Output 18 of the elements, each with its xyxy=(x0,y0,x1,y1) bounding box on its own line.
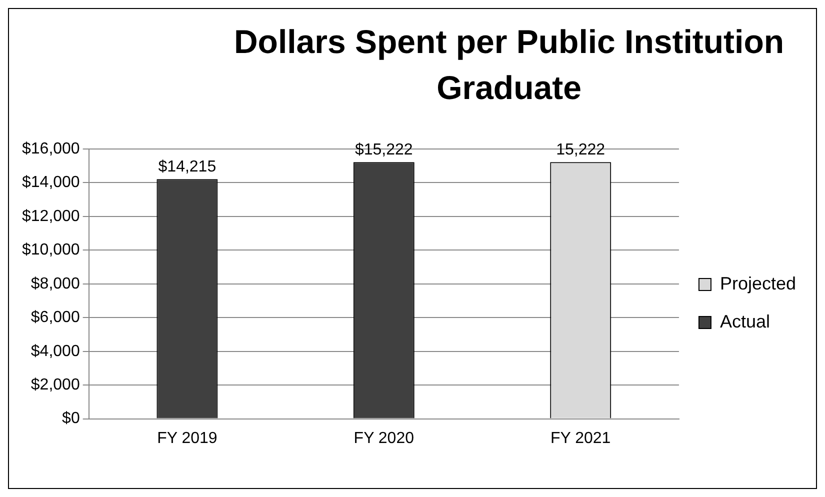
y-tick-label: $4,000 xyxy=(30,342,80,360)
y-tick-label: $14,000 xyxy=(22,174,80,192)
y-tick-label: $12,000 xyxy=(22,208,80,225)
y-tick-label: $8,000 xyxy=(30,275,80,292)
chart-title: Dollars Spent per Public Institution Graduate xyxy=(232,22,786,108)
y-tick-label: $0 xyxy=(62,410,80,428)
legend-label: Projected xyxy=(720,273,796,294)
data-label: 15,222 xyxy=(556,142,606,159)
y-tick-label: $16,000 xyxy=(22,140,80,158)
legend-label: Actual xyxy=(720,311,770,332)
data-label: $14,215 xyxy=(158,158,216,176)
y-tick-label: $6,000 xyxy=(30,309,80,326)
y-tick-label: $10,000 xyxy=(22,242,80,259)
data-label: $15,222 xyxy=(354,142,413,159)
y-tick-label: $2,000 xyxy=(30,376,80,394)
x-tick-label: FY 2019 xyxy=(157,430,218,447)
x-tick-label: FY 2021 xyxy=(550,430,611,447)
x-tick-label: FY 2020 xyxy=(354,430,414,447)
